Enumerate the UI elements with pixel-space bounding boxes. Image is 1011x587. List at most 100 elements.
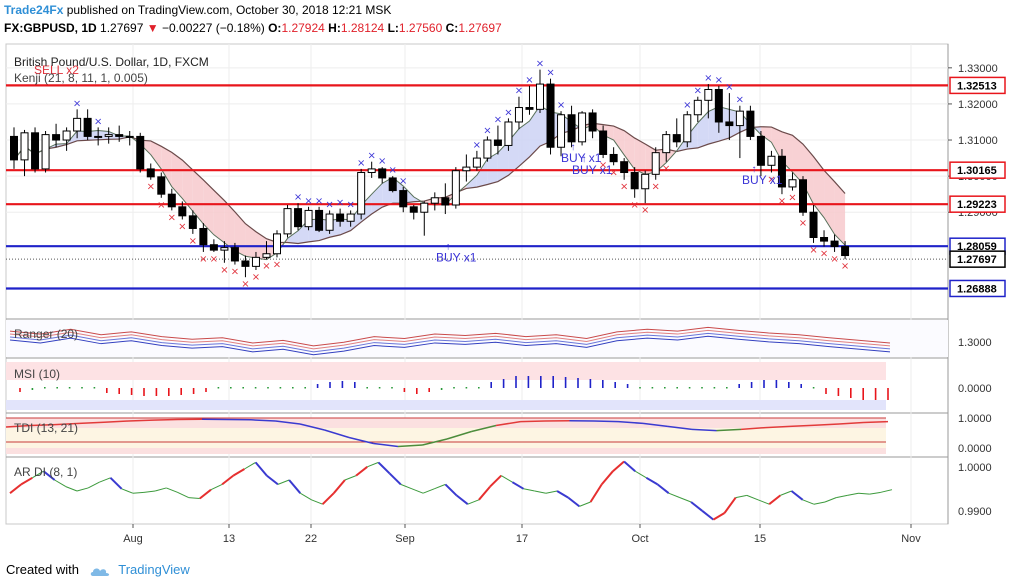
sell-marker: × [220, 265, 228, 276]
ardi-segment [668, 492, 681, 499]
last-price: 1.27697 [100, 21, 144, 35]
buy-marker: × [389, 165, 397, 176]
ardi-segment [880, 489, 893, 493]
ardi-segment [9, 483, 22, 494]
ardi-segment [567, 496, 581, 508]
tdi-segment [397, 444, 423, 448]
kenji-label: Kenji (21, 8, 11, 1, 0.005) [14, 71, 148, 85]
high-label: H: [328, 21, 341, 35]
ardi-segment [455, 494, 469, 505]
buy-marker: × [304, 196, 312, 207]
candle-body [10, 135, 18, 161]
level-badge-4 [949, 279, 1006, 298]
time-tick-label: 15 [754, 533, 766, 545]
tdi-segment [863, 420, 889, 424]
ardi-segment [377, 461, 391, 475]
candle-body [746, 110, 755, 137]
sell-marker: × [799, 218, 807, 229]
signal-label-4: BUY x1 [742, 173, 783, 187]
candle-body [430, 197, 439, 204]
cloud-segment [287, 230, 299, 244]
ardi-segment [288, 479, 302, 494]
ardi-segment [623, 460, 636, 472]
msi-bar [527, 376, 530, 388]
msi-bar [614, 382, 616, 388]
sell-marker: × [630, 200, 638, 211]
ardi-segment [254, 461, 268, 477]
tdi-segment [373, 442, 399, 448]
tdi-segment [152, 418, 178, 421]
ardi-segment [824, 497, 837, 503]
ardi-segment [612, 460, 625, 472]
level-badge-text-2: 1.29223 [957, 199, 997, 211]
ardi-segment [790, 490, 804, 501]
candle-body [136, 135, 145, 170]
ranger-label: Ranger (20) [14, 327, 78, 341]
cloud-segment [792, 135, 803, 184]
candle-body [788, 179, 797, 188]
high-value: 1.28124 [340, 21, 385, 35]
ardi-segment [132, 491, 145, 494]
ardi-tick-label: 0.9900 [958, 506, 992, 518]
publisher-name[interactable]: Trade24Fx [4, 3, 64, 17]
buy-marker: × [536, 59, 544, 70]
ardi-segment [645, 476, 659, 486]
ardi-segment [99, 477, 111, 483]
ardi-segment [600, 470, 614, 486]
msi-bar [403, 388, 406, 392]
candle-body [514, 107, 523, 123]
tradingview-cloud-icon [90, 568, 109, 576]
ardi-segment [221, 474, 234, 486]
msi-bar [56, 387, 58, 389]
sell-marker: × [767, 175, 775, 186]
candle-body [588, 112, 597, 132]
price-axis: 1.330001.320001.310001.300001.290001.325… [948, 63, 1006, 518]
symbol-label: FX:GBPUSD, 1D [4, 21, 97, 35]
signal-markers: ×××××××× ×× ×××× ×× × × × × ××× ×××××××××××××××× ×… [34, 59, 849, 291]
msi-bar [155, 388, 158, 396]
time-axis: Aug 13 22 Sep 17 Oct 15 Nov [123, 524, 921, 545]
msi-bar [750, 382, 753, 388]
tdi-segment [324, 429, 350, 439]
tdi-segment [667, 425, 693, 431]
candle-body [367, 168, 376, 174]
candle-body [841, 246, 850, 257]
level-badge-text-3: 1.28059 [957, 241, 997, 253]
candle-body [420, 202, 429, 213]
msi-bar [354, 382, 356, 388]
candle-body [693, 99, 702, 116]
msi-bar [143, 388, 145, 396]
cloud-segment [687, 122, 698, 150]
candle-body [714, 88, 723, 123]
ardi-segment [589, 483, 603, 503]
cloud-segment [803, 144, 814, 205]
ardi-segment [65, 486, 78, 492]
tradingview-link[interactable]: TradingView [118, 562, 190, 577]
buy-marker: × [94, 116, 102, 127]
change-value: −0.00227 (−0.18%) [162, 21, 265, 35]
ardi-segment [388, 472, 402, 486]
candle-body [294, 208, 303, 228]
candle-body [493, 139, 502, 146]
buy-marker: × [736, 95, 744, 106]
sell-marker: × [652, 182, 660, 193]
candle-body [31, 132, 40, 170]
ardi-segment [656, 483, 670, 494]
ardi-segment [20, 476, 33, 486]
msi-bar [341, 381, 344, 388]
cloud-segment [834, 181, 846, 246]
close-label: C: [445, 21, 459, 35]
ardi-segment [523, 488, 535, 492]
candle-body [62, 130, 71, 141]
sell-marker: × [778, 196, 786, 207]
signal-label-0: SELL x2 [34, 63, 79, 77]
candle-body [52, 134, 61, 141]
ardi-segment [54, 479, 67, 488]
tdi-segment [275, 420, 301, 425]
msi-bar [440, 388, 443, 390]
kenji-slow-line [13, 122, 846, 245]
cloud-segment [192, 170, 204, 224]
cloud-segment [624, 130, 635, 170]
candle-body [546, 83, 555, 148]
